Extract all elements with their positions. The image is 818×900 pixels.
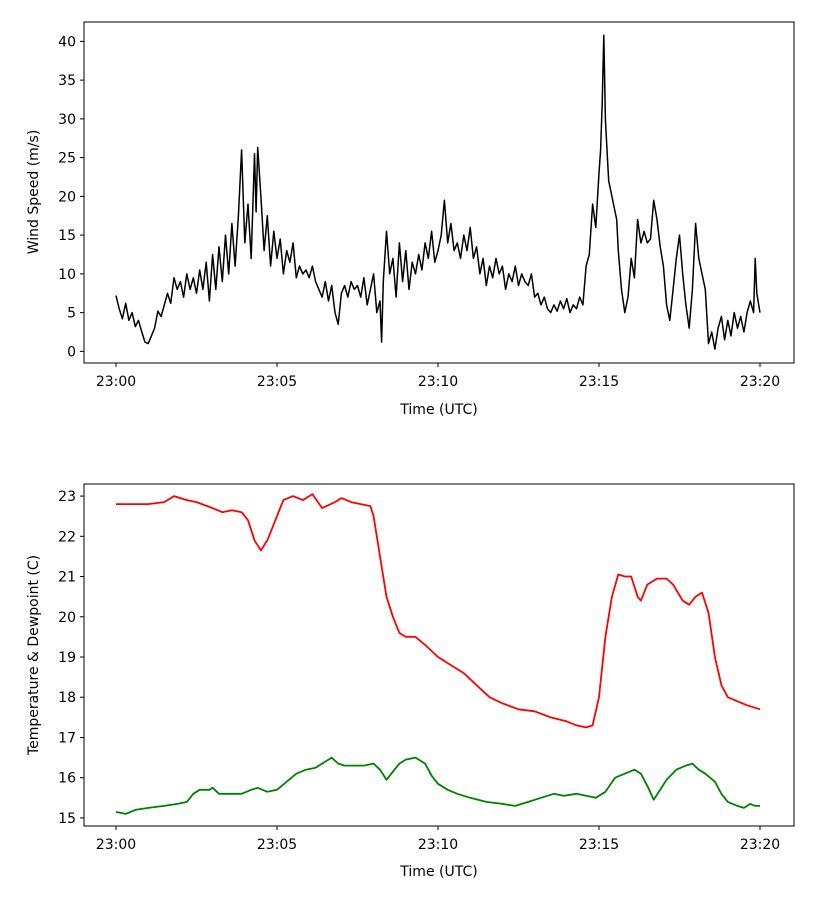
temp-x-tick-label: 23:15 — [579, 837, 619, 853]
wind-y-tick-label: 40 — [58, 34, 76, 50]
temp-y-tick-label: 16 — [58, 771, 76, 787]
temp-x-axis-label: Time (UTC) — [399, 864, 477, 880]
wind-y-tick-label: 5 — [67, 306, 76, 322]
wind-y-tick-label: 20 — [58, 189, 76, 205]
temp-y-ticks: 15 16 17 18 19 20 21 22 23 — [58, 489, 84, 827]
temp-y-tick-label: 17 — [58, 730, 76, 746]
wind-x-tick-label: 23:10 — [418, 374, 458, 390]
temp-x-tick-label: 23:05 — [257, 837, 297, 853]
wind-x-ticks: 23:00 23:05 23:10 23:15 23:20 — [96, 363, 780, 390]
temp-y-tick-label: 19 — [58, 650, 76, 666]
wind-y-tick-label: 35 — [58, 73, 76, 89]
temp-x-tick-label: 23:00 — [96, 837, 136, 853]
temperature-series-line — [116, 493, 761, 729]
wind-y-axis-label: Wind Speed (m/s) — [26, 130, 42, 255]
wind-x-tick-label: 23:20 — [740, 374, 780, 390]
wind-x-axis-label: Time (UTC) — [399, 402, 477, 418]
wind-x-tick-label: 23:05 — [257, 374, 297, 390]
temp-y-tick-label: 18 — [58, 690, 76, 706]
temp-y-tick-label: 15 — [58, 811, 76, 827]
temp-y-axis-label: Temperature & Dewpoint (C) — [26, 555, 42, 756]
wind-speed-series-line — [115, 34, 761, 350]
temp-y-tick-label: 20 — [58, 610, 76, 626]
wind-y-ticks: 0 5 10 15 20 25 30 35 40 — [58, 34, 84, 360]
wind-plot-frame — [83, 21, 795, 364]
wind-y-tick-label: 0 — [67, 344, 76, 360]
wind-x-tick-label: 23:00 — [96, 374, 136, 390]
temp-y-tick-label: 21 — [58, 570, 76, 586]
temp-y-tick-label: 22 — [58, 529, 76, 545]
temp-plot-frame — [83, 483, 795, 827]
dewpoint-series-line — [115, 756, 760, 815]
temp-x-ticks: 23:00 23:05 23:10 23:15 23:20 — [96, 826, 780, 853]
wind-y-tick-label: 25 — [58, 151, 76, 167]
wind-y-tick-label: 15 — [58, 228, 76, 244]
temp-x-tick-label: 23:20 — [740, 837, 780, 853]
wind-y-tick-label: 30 — [58, 112, 76, 128]
wind-y-tick-label: 10 — [58, 267, 76, 283]
temp-y-tick-label: 23 — [58, 489, 76, 505]
wind-x-tick-label: 23:15 — [579, 374, 619, 390]
temp-x-tick-label: 23:10 — [418, 837, 458, 853]
